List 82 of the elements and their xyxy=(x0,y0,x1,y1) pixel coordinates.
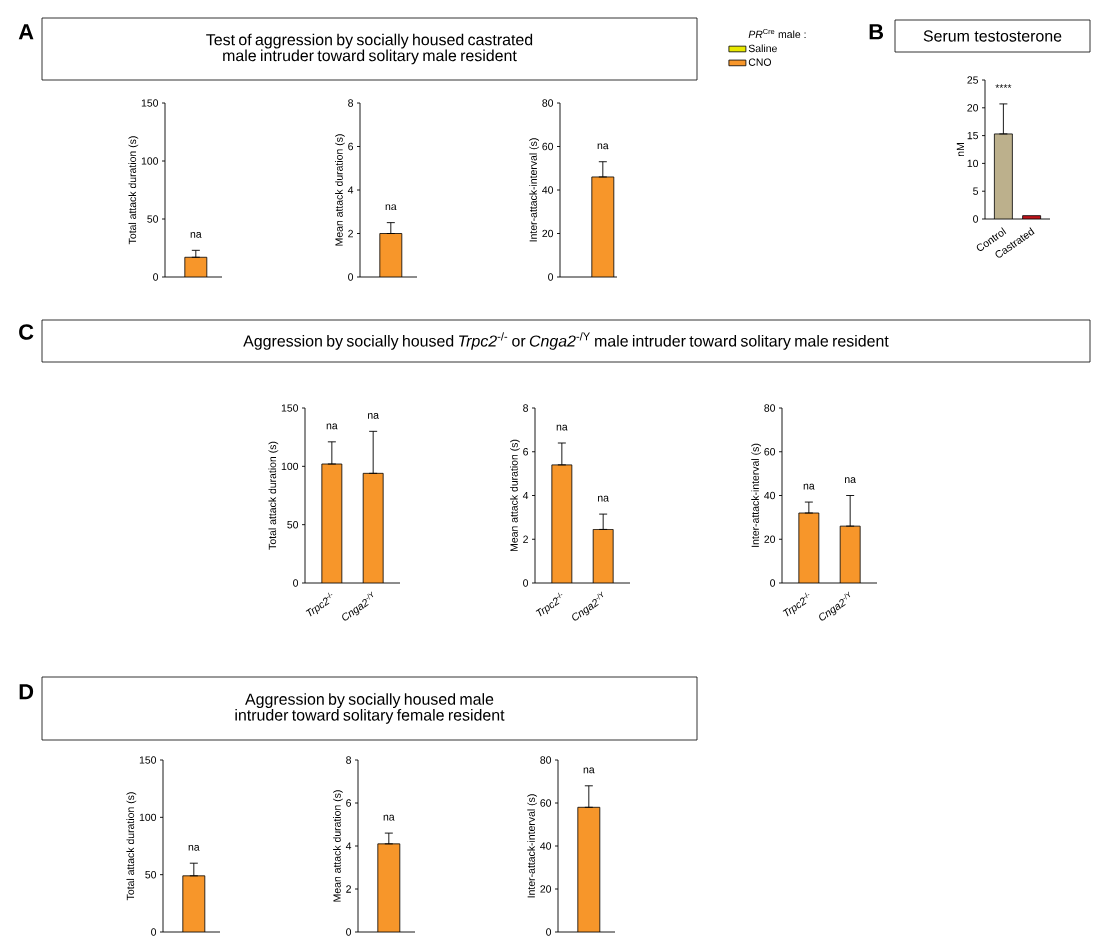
y-tick-label: 60 xyxy=(764,448,776,456)
y-tick-label: 10 xyxy=(967,159,979,168)
annotation: **** xyxy=(995,84,1012,89)
y-axis-title: Inter-attack-interval (s) xyxy=(751,444,762,548)
annotation: na xyxy=(326,423,338,430)
y-axis-title: Mean attack duration (s) xyxy=(335,134,345,246)
y-tick-label: 20 xyxy=(540,885,552,893)
annotation: na xyxy=(597,143,609,150)
annotation: na xyxy=(598,496,609,502)
text: C xyxy=(19,324,34,340)
y-tick-label: 0 xyxy=(973,215,979,223)
y-axis-title: Inter-attack-interval (s) xyxy=(527,794,538,898)
y-axis-title: Total attack duration (s) xyxy=(126,792,137,901)
y-tick-label: 0 xyxy=(523,579,529,587)
y-tick-label: 40 xyxy=(764,492,776,500)
legend-title: PR$^{Cre}$ male : xyxy=(748,29,806,39)
y-tick-label: 60 xyxy=(542,143,554,151)
y-tick-label: 100 xyxy=(281,462,299,471)
text: Aggression by socially housed Trpc2$^{-/-}$ or Cnga2$^{-/Y}$ male intruder toward solitary male resident xyxy=(243,332,889,351)
y-axis-title: Total attack duration (s) xyxy=(268,442,279,550)
y-tick-label: 0 xyxy=(348,273,354,281)
y-tick-label: 80 xyxy=(540,756,552,764)
y-tick-label: 8 xyxy=(348,99,354,107)
y-tick-label: 8 xyxy=(346,756,352,764)
y-tick-label: 15 xyxy=(967,132,979,140)
annotation: na xyxy=(188,845,200,851)
y-tick-label: 2 xyxy=(523,535,528,544)
legend-label: CNO xyxy=(748,58,772,67)
y-tick-label: 100 xyxy=(139,813,157,822)
y-tick-label: 2 xyxy=(348,230,353,238)
legend-label: Saline xyxy=(748,44,777,53)
y-tick-label: 20 xyxy=(967,104,979,112)
y-tick-label: 0 xyxy=(293,579,299,587)
y-axis-title: Inter-attack-interval (s) xyxy=(529,138,540,242)
y-tick-label: 0 xyxy=(546,928,552,936)
y-tick-label: 80 xyxy=(764,404,776,412)
annotation: na xyxy=(845,477,856,484)
y-tick-label: 0 xyxy=(346,928,352,936)
text: Aggression by socially housed male intruder toward solitary female resident xyxy=(235,693,505,725)
y-axis-title: Mean attack duration (s) xyxy=(333,790,343,902)
y-tick-label: 150 xyxy=(139,756,157,764)
y-tick-label: 40 xyxy=(540,842,552,850)
annotation: na xyxy=(385,204,397,211)
y-axis-title: nM xyxy=(956,143,965,157)
y-axis-title: Total attack duration (s) xyxy=(128,136,139,245)
y-tick-label: 0 xyxy=(153,273,159,281)
y-tick-label: 100 xyxy=(141,157,159,165)
y-tick-label: 25 xyxy=(967,76,979,84)
annotation: na xyxy=(190,232,202,239)
y-tick-label: 40 xyxy=(542,186,554,194)
y-tick-label: 5 xyxy=(973,187,979,196)
chart-title: Serum testosterone xyxy=(923,30,1062,42)
y-tick-label: 20 xyxy=(542,230,554,238)
annotation: na xyxy=(556,425,568,431)
y-tick-label: 50 xyxy=(147,215,159,223)
y-tick-label: 150 xyxy=(141,99,159,107)
annotation: na xyxy=(583,767,595,774)
y-tick-label: 6 xyxy=(346,799,352,807)
text: Test of aggression by socially housed castrated male intruder toward solitary male resident xyxy=(206,33,533,65)
y-tick-label: 2 xyxy=(346,885,351,893)
y-tick-label: 6 xyxy=(348,143,354,151)
y-tick-label: 8 xyxy=(523,404,529,412)
y-tick-label: 80 xyxy=(542,99,554,107)
y-tick-label: 60 xyxy=(540,799,552,807)
y-tick-label: 0 xyxy=(151,928,157,936)
y-tick-label: 6 xyxy=(523,448,529,456)
y-tick-label: 150 xyxy=(281,404,299,412)
y-tick-label: 0 xyxy=(770,579,776,587)
annotation: na xyxy=(383,815,395,821)
text: A xyxy=(18,24,34,40)
y-tick-label: 0 xyxy=(548,273,554,281)
y-tick-label: 50 xyxy=(287,521,299,529)
annotation: na xyxy=(803,484,815,490)
y-tick-label: 4 xyxy=(347,186,354,194)
y-axis-title: Mean attack duration (s) xyxy=(510,440,520,552)
annotation: na xyxy=(368,413,379,420)
y-tick-label: 50 xyxy=(145,871,157,879)
y-tick-label: 20 xyxy=(764,535,776,544)
text: B xyxy=(869,24,884,40)
y-tick-label: 4 xyxy=(345,842,352,850)
text: D xyxy=(19,684,34,700)
y-tick-label: 4 xyxy=(522,492,529,500)
